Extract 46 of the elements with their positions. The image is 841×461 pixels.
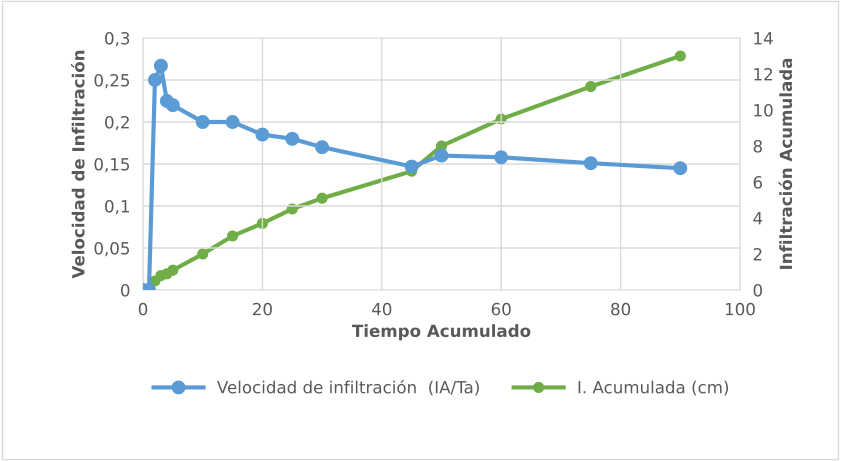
y2-tick-label: 0 [754,284,762,297]
x-tick-label: 40 [372,302,392,316]
y2-tick-label: 14 [754,32,773,44]
point [226,115,240,129]
point [286,203,298,215]
y-tick-label: 0,25 [94,74,130,88]
x-tick-label: 20 [253,302,272,316]
point [166,98,180,112]
x-tick-label: 100 [726,302,755,316]
x-tick-label: 80 [611,302,630,316]
y2-tick-label: 10 [754,104,773,117]
y-tick-label: 0 [120,284,130,297]
x-axis-title: Tiempo Acumulado [352,324,530,340]
legend-label: Velocidad de infiltración (IA/Ta) [217,380,479,396]
y2-tick-label: 8 [754,140,762,153]
point [584,156,598,170]
point [673,161,688,176]
y-tick-label: 0,2 [105,116,129,130]
point [196,115,210,129]
point [255,128,270,142]
point [674,50,686,62]
legend-label: I. Acumulada (cm) [578,380,728,396]
point [167,264,178,276]
point [404,160,419,174]
y-tick-label: 0,05 [94,242,130,256]
y2-axis-title: Infiltración Acumulada [778,58,792,269]
point [226,230,238,242]
y2-tick-label: 4 [753,212,762,224]
y-axis-title: Velocidad de Infiltración [71,50,85,278]
point [316,192,328,204]
y2-tick-label: 2 [754,248,762,260]
point [197,248,208,260]
y-tick-label: 0,15 [94,158,130,172]
point [315,140,330,154]
y-tick-label: 0,1 [105,200,129,214]
point [285,132,300,146]
y2-tick-label: 12 [754,68,772,80]
x-tick-label: 60 [492,302,511,316]
point [585,81,596,92]
point [154,58,168,73]
point [148,73,162,87]
point [494,150,508,164]
y-tick-label: 0,3 [105,32,130,46]
y2-tick-label: 6 [754,176,762,189]
point [434,148,448,163]
x-tick-label: 0 [138,302,148,316]
